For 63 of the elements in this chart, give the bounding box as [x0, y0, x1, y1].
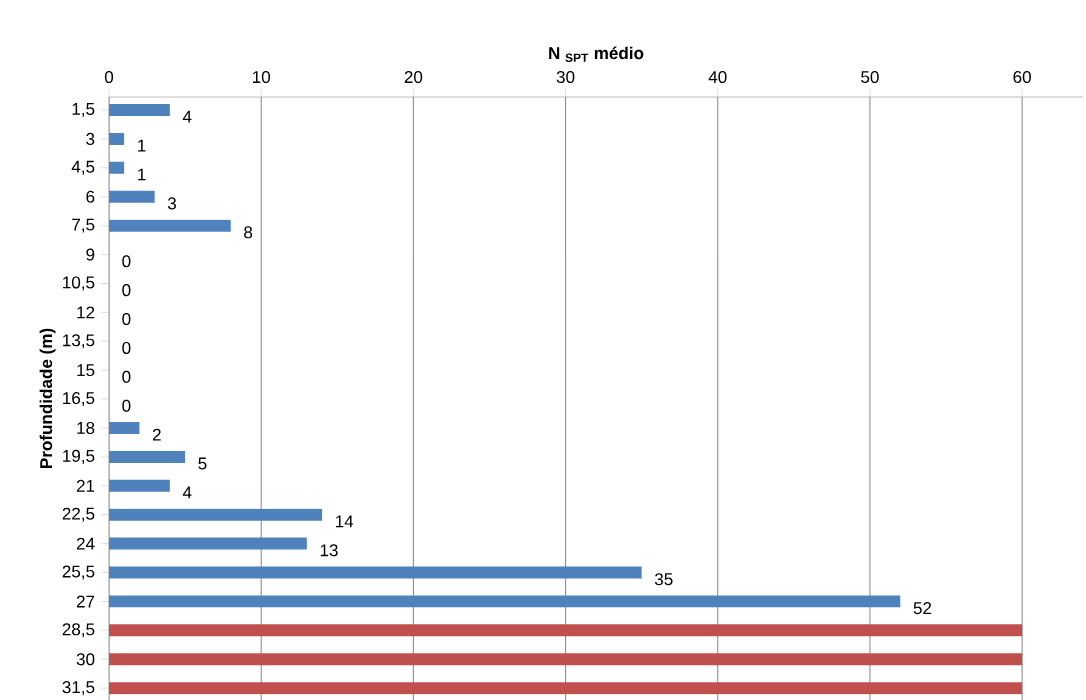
data-label: 5: [198, 457, 207, 470]
y-tick-label: 22,5: [62, 507, 95, 522]
y-tick-label: 25,5: [62, 565, 95, 580]
data-label: 1: [138, 168, 146, 181]
y-tick-label: 21: [76, 479, 95, 492]
bar: [109, 508, 323, 521]
bar: [109, 104, 170, 117]
bar: [109, 479, 170, 492]
x-tick-label: 10: [253, 70, 271, 84]
bar: [109, 566, 642, 579]
bar: [109, 624, 1023, 637]
y-tick-label: 9: [86, 248, 95, 261]
bar: [109, 537, 307, 550]
y-tick-label: 7,5: [72, 218, 95, 233]
y-tick-label: 27: [76, 595, 95, 608]
data-label: 2: [152, 428, 161, 441]
x-tick-label: 60: [1013, 70, 1031, 84]
data-label: 0: [122, 399, 131, 412]
data-label: 3: [167, 197, 177, 210]
data-label: 35: [654, 573, 673, 586]
bar: [109, 682, 1023, 695]
bar: [109, 219, 231, 232]
x-axis-title: N $_{SPT}$ médio: [549, 46, 644, 62]
bar: [109, 595, 901, 608]
data-label: 0: [122, 312, 131, 326]
bar: [109, 132, 125, 145]
bar: [109, 161, 125, 174]
y-tick-label: 6: [86, 190, 95, 203]
data-label: 4: [182, 110, 192, 123]
x-tick-label: 0: [104, 70, 114, 84]
data-label: 0: [122, 341, 131, 354]
x-tick-label: 40: [708, 70, 727, 84]
data-label: 0: [122, 255, 131, 268]
data-label: 0: [122, 284, 131, 297]
y-tick-label: 13,5: [63, 334, 95, 349]
y-tick-label: 18: [77, 421, 95, 435]
data-label: 13: [320, 544, 338, 557]
data-label: 4: [182, 486, 192, 499]
y-tick-label: 3: [86, 132, 95, 145]
bar: [109, 190, 155, 203]
y-tick-label: 10,5: [63, 276, 95, 291]
data-label: 0: [122, 370, 131, 383]
bar: [109, 421, 140, 434]
data-label: 52: [913, 602, 932, 615]
x-tick-label: 20: [404, 70, 423, 84]
x-tick-label: 50: [861, 70, 879, 84]
y-axis-title: Profundidade (m): [39, 328, 56, 468]
y-tick-label: 12: [77, 306, 95, 319]
y-tick-label: 24: [76, 537, 95, 550]
y-tick-label: 1,5: [72, 103, 95, 117]
bar: [109, 450, 186, 463]
data-label: 1: [138, 139, 146, 152]
x-tick-label: 30: [556, 70, 575, 84]
data-label: 8: [244, 226, 253, 239]
y-tick-label: 30: [76, 653, 95, 666]
y-tick-label: 28,5: [62, 623, 95, 638]
y-tick-label: 19,5: [63, 449, 95, 464]
y-tick-label: 4,5: [71, 160, 95, 175]
y-tick-label: 15: [77, 364, 95, 377]
y-tick-label: 16,5: [63, 392, 95, 407]
y-tick-label: 31,5: [62, 681, 95, 696]
data-label: 14: [335, 515, 354, 528]
bar: [109, 653, 1023, 666]
